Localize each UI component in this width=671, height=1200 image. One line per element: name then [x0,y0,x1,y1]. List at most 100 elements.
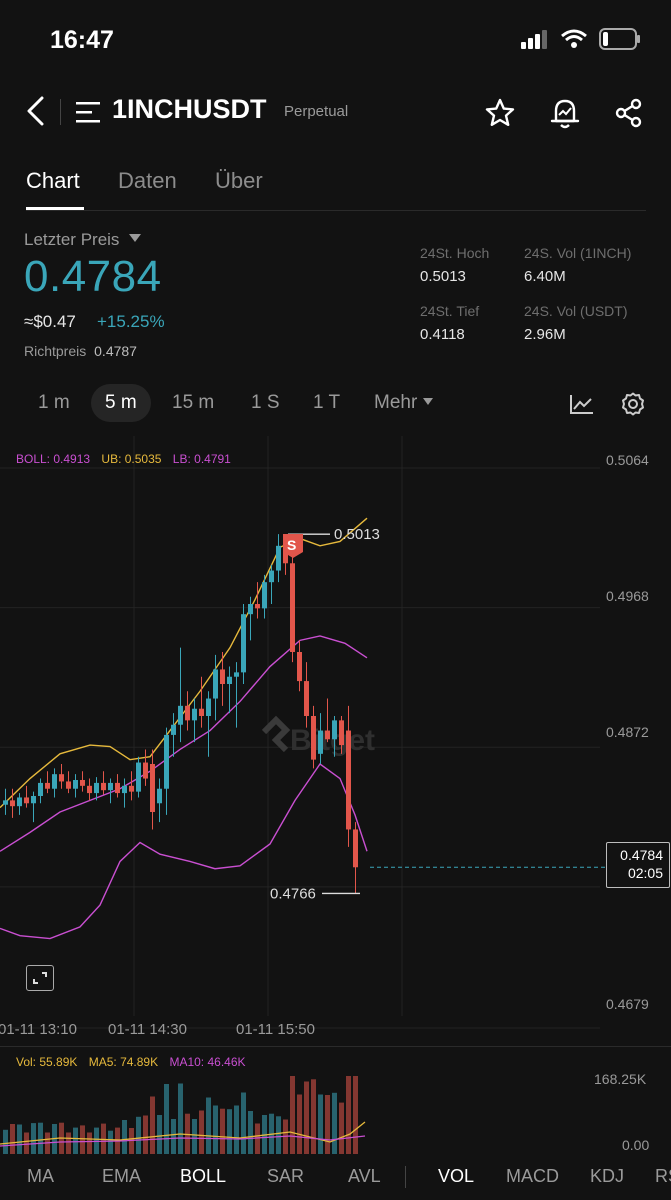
volume-bar [332,1092,337,1154]
indicator-avl[interactable]: AVL [348,1166,381,1186]
volume-bar [206,1097,211,1154]
menu-icon[interactable] [76,100,102,124]
vol-y-tick: 168.25K [594,1071,647,1087]
volume-bar [276,1116,281,1154]
ma10-line [0,1135,366,1147]
indicator-sar[interactable]: SAR [267,1166,305,1186]
candle-up [318,713,323,764]
candle-up [192,698,197,743]
candle-down [66,771,71,794]
volume-bar [213,1105,218,1154]
vol-base-value: 6.40M [524,268,566,285]
candle-up [164,727,169,815]
indicator-macd[interactable]: MACD [506,1166,559,1186]
indicator-ma[interactable]: MA [27,1166,54,1186]
candle-down [59,764,64,789]
candle-up [3,788,8,815]
svg-text:S: S [287,537,296,553]
status-icons [521,28,641,50]
volume-bar [171,1119,176,1154]
candle-countdown: 02:05 [627,865,663,881]
volume-bar [31,1123,36,1154]
y-tick: 0.5064 [606,452,649,468]
volume-bar [241,1092,246,1154]
favorite-star-icon[interactable] [484,97,516,129]
timeframe-5m[interactable]: 5 m [105,392,137,413]
volume-bar [80,1125,85,1154]
candle-up [136,756,141,798]
volume-bar [66,1132,71,1154]
usd-approx: ≈$0.47 [24,312,76,331]
status-time: 16:47 [50,26,114,54]
mark-price-label: Richtpreis [24,343,87,359]
timeframe-1m[interactable]: 1 m [38,392,70,413]
chart-settings-gear-icon[interactable] [621,392,645,416]
indicator-ema[interactable]: EMA [102,1166,142,1186]
price-alert-bell-icon[interactable] [549,96,581,130]
last-price-label: Letzter Preis [24,230,120,249]
indicator-boll[interactable]: BOLL [180,1166,227,1186]
share-icon[interactable] [614,98,644,128]
candle-down [143,749,148,786]
boll-legend: BOLL: 0.4913 UB: 0.5035 LB: 0.4791 [16,452,231,466]
candle-down [45,771,50,794]
volume-bar [136,1116,141,1154]
low-24h-value: 0.4118 [420,326,465,343]
volume-bar [3,1129,8,1154]
candle-down [185,691,190,731]
lb-legend-value: LB: 0.4791 [172,452,231,466]
header-divider [60,99,61,125]
mark-price-row: Richtpreis 0.4787 [24,343,137,359]
candle-up [234,662,239,728]
indicator-vol[interactable]: VOL [438,1166,475,1186]
indicator-chart-icon[interactable] [569,393,595,415]
candle-up [241,604,246,684]
last-price-tag-value: 0.4784 [620,847,663,863]
timeframe-1s[interactable]: 1 S [251,392,280,413]
tab-about[interactable]: Über [215,168,263,193]
caret-down-icon [129,234,142,242]
back-arrow-icon[interactable] [24,96,48,126]
candle-up [108,778,113,804]
volume-bar [311,1079,316,1154]
last-price-selector[interactable]: Letzter Preis [24,230,142,250]
fullscreen-icon[interactable] [26,965,54,991]
timeframe-1t[interactable]: 1 T [313,392,341,413]
timeframe-more[interactable]: Mehr [374,392,433,414]
volume-bar [122,1120,127,1154]
volume-bar [199,1110,204,1154]
indicator-kdj[interactable]: KDJ [590,1166,625,1186]
tab-chart[interactable]: Chart [26,168,80,193]
vol-quote-value: 2.96M [524,326,566,343]
candle-up [276,534,281,583]
candle-down [353,822,358,894]
candle-down [199,676,204,728]
timeframe-15m[interactable]: 15 m [172,392,215,413]
candle-down [220,652,225,706]
candle-down [150,749,155,830]
candle-down [339,716,344,754]
ub-legend-value: UB: 0.5035 [101,452,162,466]
tab-divider [26,210,646,211]
last-price: 0.4784 [24,252,162,301]
candle-up [17,793,22,815]
candle-up [262,574,267,619]
volume-bar [248,1111,253,1154]
volume-bar [10,1124,15,1154]
symbol-title[interactable]: 1INCHUSDT [112,94,267,124]
candle-up [227,666,232,714]
tab-data[interactable]: Daten [118,168,177,193]
candle-up [206,691,211,757]
candle-up [122,778,127,808]
x-tick: 01-11 13:10 [0,1021,77,1038]
signal-icon [521,30,547,49]
volume-bar [304,1081,309,1154]
volume-bar [290,1076,295,1154]
candle-up [332,716,337,757]
indicator-rsi[interactable]: RSI [655,1166,671,1186]
volume-bar [108,1130,113,1154]
volume-bar [325,1095,330,1154]
boll-upper-band [0,517,368,809]
candle-up [38,778,43,804]
